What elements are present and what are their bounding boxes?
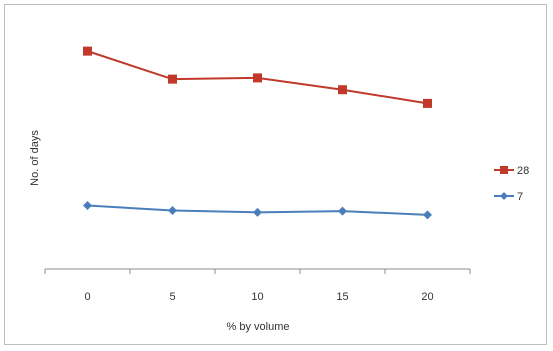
data-point-28 bbox=[253, 73, 262, 83]
data-point-28 bbox=[83, 46, 92, 56]
legend-marker-7 bbox=[500, 192, 508, 200]
data-point-7 bbox=[253, 207, 262, 217]
legend-marker-28 bbox=[500, 166, 508, 174]
x-tick-label: 0 bbox=[84, 291, 90, 303]
x-tick-label: 15 bbox=[336, 291, 348, 303]
legend-label-7: 7 bbox=[517, 191, 523, 203]
y-axis-title: No. of days bbox=[29, 130, 41, 186]
x-tick-label: 20 bbox=[421, 291, 433, 303]
legend: 28 7 bbox=[494, 165, 529, 203]
chart-frame bbox=[4, 4, 547, 345]
x-axis-title: % by volume bbox=[227, 321, 290, 333]
x-tick-label: 5 bbox=[169, 291, 175, 303]
data-point-28 bbox=[168, 74, 177, 84]
data-point-7 bbox=[423, 210, 432, 220]
data-point-28 bbox=[338, 85, 347, 95]
data-point-7 bbox=[338, 206, 347, 216]
data-point-28 bbox=[423, 98, 432, 108]
data-point-7 bbox=[168, 205, 177, 215]
x-tick-label: 10 bbox=[251, 291, 263, 303]
legend-label-28: 28 bbox=[517, 165, 529, 177]
data-point-7 bbox=[83, 201, 92, 211]
